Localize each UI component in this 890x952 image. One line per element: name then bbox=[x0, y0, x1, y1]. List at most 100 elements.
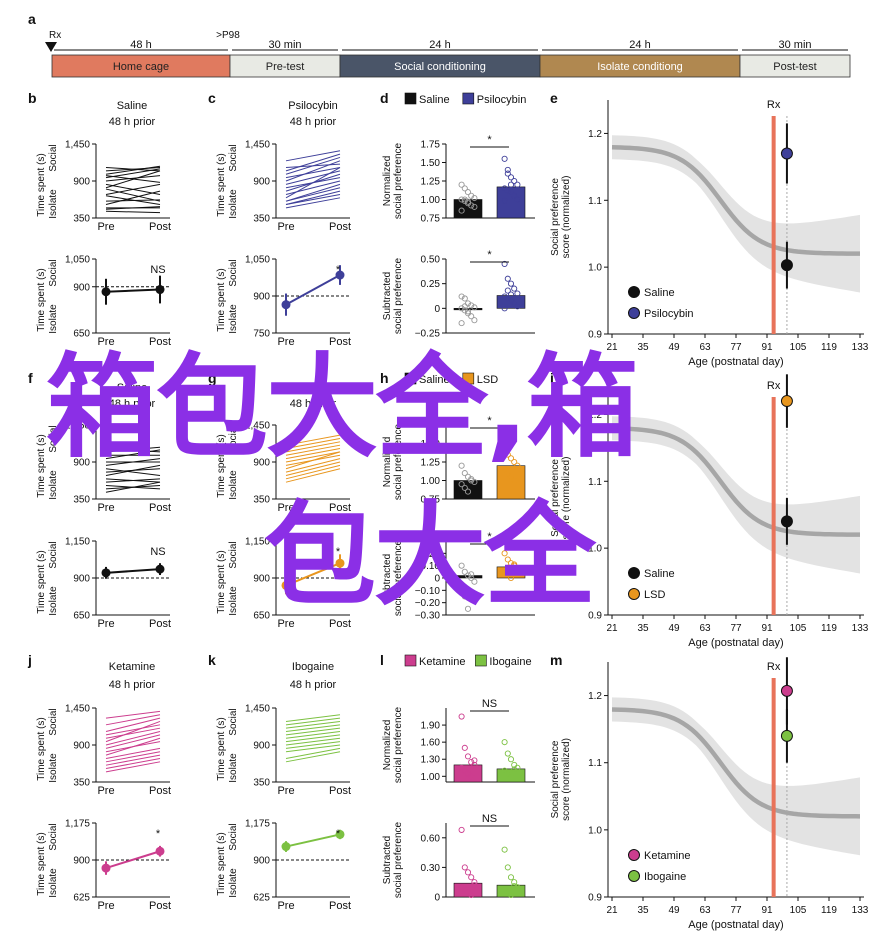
f-top-social-label: Social bbox=[48, 425, 59, 452]
c-top-subject-line bbox=[285, 150, 341, 162]
c-top-social-label: Social bbox=[228, 144, 239, 171]
l-top-data-point bbox=[461, 744, 468, 751]
g-top-isolate-label: Isolate bbox=[228, 470, 239, 500]
l-top-data-point bbox=[464, 753, 472, 760]
f-bottom-y-tick-label: 900 bbox=[73, 574, 90, 585]
rx-label: Rx bbox=[49, 30, 61, 41]
e-x-tick-label: 35 bbox=[637, 342, 649, 353]
g-top-subject-line bbox=[285, 464, 341, 480]
b-bottom-pre-mean-point bbox=[101, 287, 111, 297]
m-x-tick-label: 77 bbox=[730, 905, 742, 916]
j-top-subject-line bbox=[105, 717, 161, 733]
c-top-pre-label: Pre bbox=[277, 221, 294, 233]
k-top-y-tick-label: 1,450 bbox=[245, 704, 270, 715]
h-bottom-data-point bbox=[511, 561, 518, 568]
c-bottom-pre-mean-point bbox=[281, 300, 291, 310]
l-bottom-y-tick-label: 0.60 bbox=[421, 833, 441, 844]
b-bottom-pre-label: Pre bbox=[97, 336, 114, 348]
m-mean-point bbox=[780, 684, 793, 697]
d-bottom-significance: * bbox=[487, 249, 492, 261]
d-top-data-point bbox=[471, 203, 478, 210]
g-top-pre-label: Pre bbox=[277, 502, 294, 514]
d-bottom-y-tick-label: −0.25 bbox=[415, 329, 441, 340]
g-bottom-y-tick-label: 650 bbox=[253, 611, 270, 622]
j-top-subject-line bbox=[105, 757, 161, 770]
l-top-y-label-line2: social preference bbox=[393, 706, 404, 783]
d-bottom-data-point bbox=[468, 313, 475, 320]
f-top-y-tick-label: 1,450 bbox=[65, 421, 90, 432]
g-top-subject-line bbox=[285, 441, 341, 453]
d-top-data-point bbox=[514, 181, 521, 188]
d-bottom-data-point bbox=[501, 293, 508, 300]
timeline-segment-label: Home cage bbox=[113, 61, 169, 73]
g-top-subject-line bbox=[285, 434, 341, 446]
g-top-y-tick-label: 350 bbox=[253, 495, 270, 506]
panel-letter-j: j bbox=[27, 652, 32, 668]
h-top-y-tick-label: 1.00 bbox=[421, 476, 441, 487]
d-top-data-point bbox=[461, 185, 468, 192]
h-top-bar bbox=[496, 465, 526, 500]
c-bottom-post-label: Post bbox=[329, 336, 351, 348]
timeline-segment-label: Post-test bbox=[773, 61, 816, 73]
l-top-data-point bbox=[458, 713, 465, 720]
l-bottom-data-point bbox=[458, 826, 465, 833]
g-top-subject-line bbox=[285, 461, 341, 476]
d-top-data-point bbox=[458, 207, 465, 214]
h-top-y-tick-label: 0.75 bbox=[421, 495, 441, 506]
h-top-data-point bbox=[501, 466, 508, 473]
e-y-tick-label: 0.9 bbox=[588, 330, 602, 341]
i-legend-marker bbox=[628, 588, 640, 600]
l-top-bar bbox=[453, 764, 483, 783]
legend-swatch bbox=[475, 654, 487, 667]
c-bottom-y-tick-label: 900 bbox=[253, 292, 270, 303]
j-bottom-post-mean-point bbox=[155, 846, 165, 856]
h-bottom-y-label-line1: Subtracted bbox=[382, 554, 393, 602]
d-bottom-data-point bbox=[511, 285, 518, 292]
m-x-tick-label: 21 bbox=[606, 905, 618, 916]
panel-letter-c: c bbox=[208, 90, 216, 106]
g-top-y-label: Time spent (s) bbox=[216, 434, 227, 498]
j-top-subject-line bbox=[105, 761, 161, 773]
g-bottom-y-tick-label: 1,150 bbox=[245, 537, 270, 548]
c-top-subject-line bbox=[285, 167, 341, 179]
legend-label: Saline bbox=[419, 94, 450, 106]
h-top-data-point bbox=[511, 477, 518, 484]
l-top-data-point bbox=[507, 773, 515, 780]
panel-letter-g: g bbox=[208, 370, 217, 386]
d-bottom-y-label-line2: social preference bbox=[393, 257, 404, 334]
timeline-duration: 30 min bbox=[778, 39, 811, 51]
d-bottom-data-point bbox=[504, 275, 511, 282]
m-x-tick-label: 119 bbox=[821, 905, 837, 916]
h-top-bar bbox=[453, 480, 483, 500]
m-legend-marker bbox=[628, 870, 640, 882]
d-top-data-point bbox=[458, 196, 465, 203]
d-bottom-y-tick-label: 0.50 bbox=[421, 255, 441, 266]
j-bottom-mean-line bbox=[105, 850, 161, 870]
i-y-tick-label: 1.1 bbox=[588, 477, 602, 488]
j-top-social-label: Social bbox=[48, 708, 59, 735]
g-bottom-post-mean-point bbox=[335, 558, 345, 568]
i-confidence-band bbox=[612, 416, 860, 574]
m-y-tick-label: 1.1 bbox=[588, 758, 602, 769]
c-bottom-y-tick-label: 1,050 bbox=[245, 255, 270, 266]
f-top-isolate-label: Isolate bbox=[48, 470, 59, 500]
h-bottom-y-tick-label: 0.30 bbox=[421, 537, 441, 548]
d-top-data-point bbox=[507, 189, 515, 196]
d-bottom-data-point bbox=[464, 308, 472, 315]
h-top-data-point bbox=[461, 484, 468, 491]
k-bottom-mean-line bbox=[285, 833, 341, 848]
f-top-y-label: Time spent (s) bbox=[36, 434, 47, 498]
h-top-data-point bbox=[458, 462, 465, 469]
f-bottom-y-tick-label: 1,150 bbox=[65, 537, 90, 548]
legend-label: Psilocybin bbox=[477, 94, 527, 106]
d-bottom-data-point bbox=[461, 303, 468, 310]
h-bottom-data-point bbox=[464, 605, 472, 612]
m-legend-label: Ibogaine bbox=[644, 871, 686, 883]
d-top-data-point bbox=[504, 170, 511, 177]
d-top-bar bbox=[453, 199, 483, 219]
d-top-y-tick-label: 1.25 bbox=[421, 177, 441, 188]
l-bottom-data-point bbox=[458, 884, 465, 891]
panel-letter-e: e bbox=[550, 90, 558, 106]
d-bottom-data-point bbox=[507, 291, 515, 298]
f-bottom-significance: NS bbox=[150, 546, 165, 558]
